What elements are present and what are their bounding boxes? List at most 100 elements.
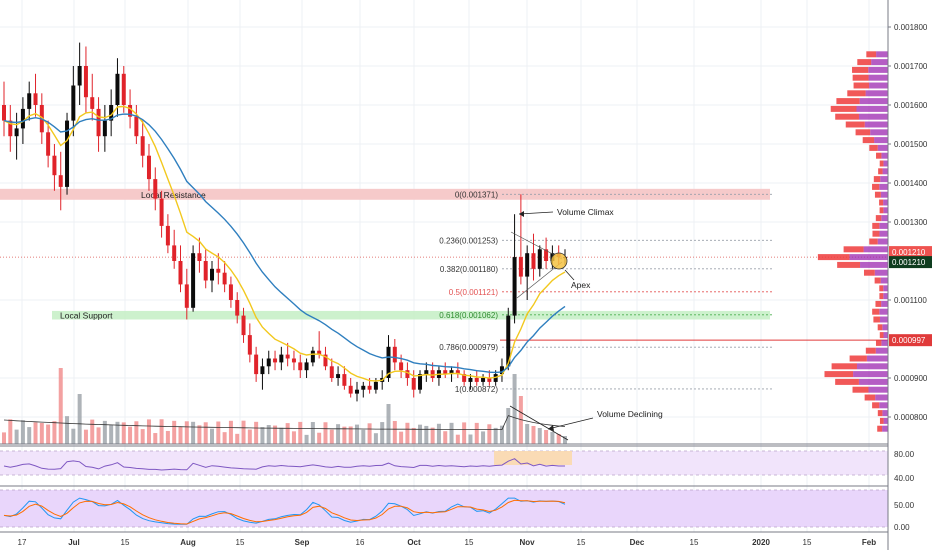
vprofile-bar-red [849,355,867,362]
candle-body [342,374,347,386]
volume-bar [39,423,44,444]
candle-body [392,346,397,363]
vprofile-bar-purple [863,246,888,253]
candle-body [361,385,366,390]
x-tick-label: 15 [803,538,812,547]
volume-bar [203,422,208,444]
vprofile-bar-red [872,183,880,190]
vprofile-bar-purple [866,355,888,362]
volume-bar [462,422,467,444]
arrow-head [548,425,554,431]
volume-bar [304,434,309,444]
volume-bar [140,429,145,444]
volume-bar [14,429,19,444]
rsi-tick-label: 80.00 [894,450,915,459]
volume-bar [260,427,265,444]
vprofile-bar-red [836,98,860,105]
volume-bar [165,430,170,444]
zone-band [52,310,770,320]
y-tick-label: 0.001300 [894,218,928,227]
volume-trend-line [509,405,569,441]
vprofile-bar-purple [859,98,888,105]
volume-bar [33,422,38,444]
vprofile-bar-purple [853,371,888,378]
x-tick-label: Nov [519,538,535,547]
candle-body [418,374,423,390]
candle-body [537,249,542,269]
vprofile-bar-purple [865,90,888,97]
volume-bar [411,427,416,444]
candle-body [336,374,341,378]
vprofile-bar-red [857,59,872,66]
vprofile-bar-purple [849,254,888,261]
candle-body [52,155,57,176]
volume-bar [46,424,51,444]
candle-body [228,284,233,300]
candle-body [525,253,530,277]
vprofile-bar-red [835,113,859,120]
volume-profile [817,51,888,432]
volume-bar [235,433,240,444]
vprofile-bar-purple [879,316,888,323]
candle-body [14,128,19,137]
volume-bar [506,408,511,444]
apex-circle [550,252,568,270]
annotation-volume-declining: Volume Declining [597,409,663,419]
vprofile-bar-red [817,254,850,261]
vprofile-bar-purple [864,121,888,128]
vprofile-bar-purple [879,222,888,229]
x-tick-label: 15 [690,538,699,547]
vprofile-bar-purple [879,402,888,409]
volume-bar [128,426,133,444]
volume-bar [499,425,504,444]
volume-bar [468,434,473,444]
candle-body [310,350,315,363]
vprofile-bar-red [873,316,880,323]
candle-body [468,378,473,382]
volume-bar [430,427,435,444]
candle-body [134,116,139,137]
vprofile-bar-purple [882,410,888,417]
candle-body [304,362,309,371]
volume-bar [392,420,397,444]
arrow-head [519,211,524,217]
volume-bar [90,419,95,444]
stoch-k-line [3,497,566,525]
volume-bar [323,422,328,444]
vprofile-bar-purple [880,191,888,198]
candle-body [203,261,208,281]
vprofile-bar-purple [858,378,888,385]
volume-bar [310,422,315,444]
vprofile-bar-purple [883,417,888,424]
volume-bar [96,427,101,444]
x-tick-label: 15 [121,538,130,547]
vprofile-bar-red [879,207,884,214]
y-tick-label: 0.001400 [894,179,928,188]
fib-label: 0(0.001371) [455,190,498,199]
candle-body [65,120,70,187]
volume-bar [354,424,359,444]
candle-body [449,370,454,375]
candle-body [8,120,13,137]
candle-body [184,284,189,308]
vprofile-bar-red [878,168,883,175]
vprofile-bar-purple [881,300,888,307]
candle-body [178,261,183,285]
vprofile-bar-red [863,269,875,276]
candle-body [235,300,240,316]
price-tag-label: 0.000997 [892,336,926,345]
volume-bar [291,431,296,444]
candle-body [191,253,196,308]
zone-band [0,188,770,200]
stoch-pane [0,485,888,533]
candle-body [430,370,435,378]
candle-body [531,253,536,269]
volume-bar [279,427,284,444]
candle-body [285,354,290,359]
volume-bar [405,422,410,444]
y-tick-label: 0.001100 [894,296,927,305]
vprofile-bar-purple [882,425,888,432]
volume-bar [222,432,227,444]
